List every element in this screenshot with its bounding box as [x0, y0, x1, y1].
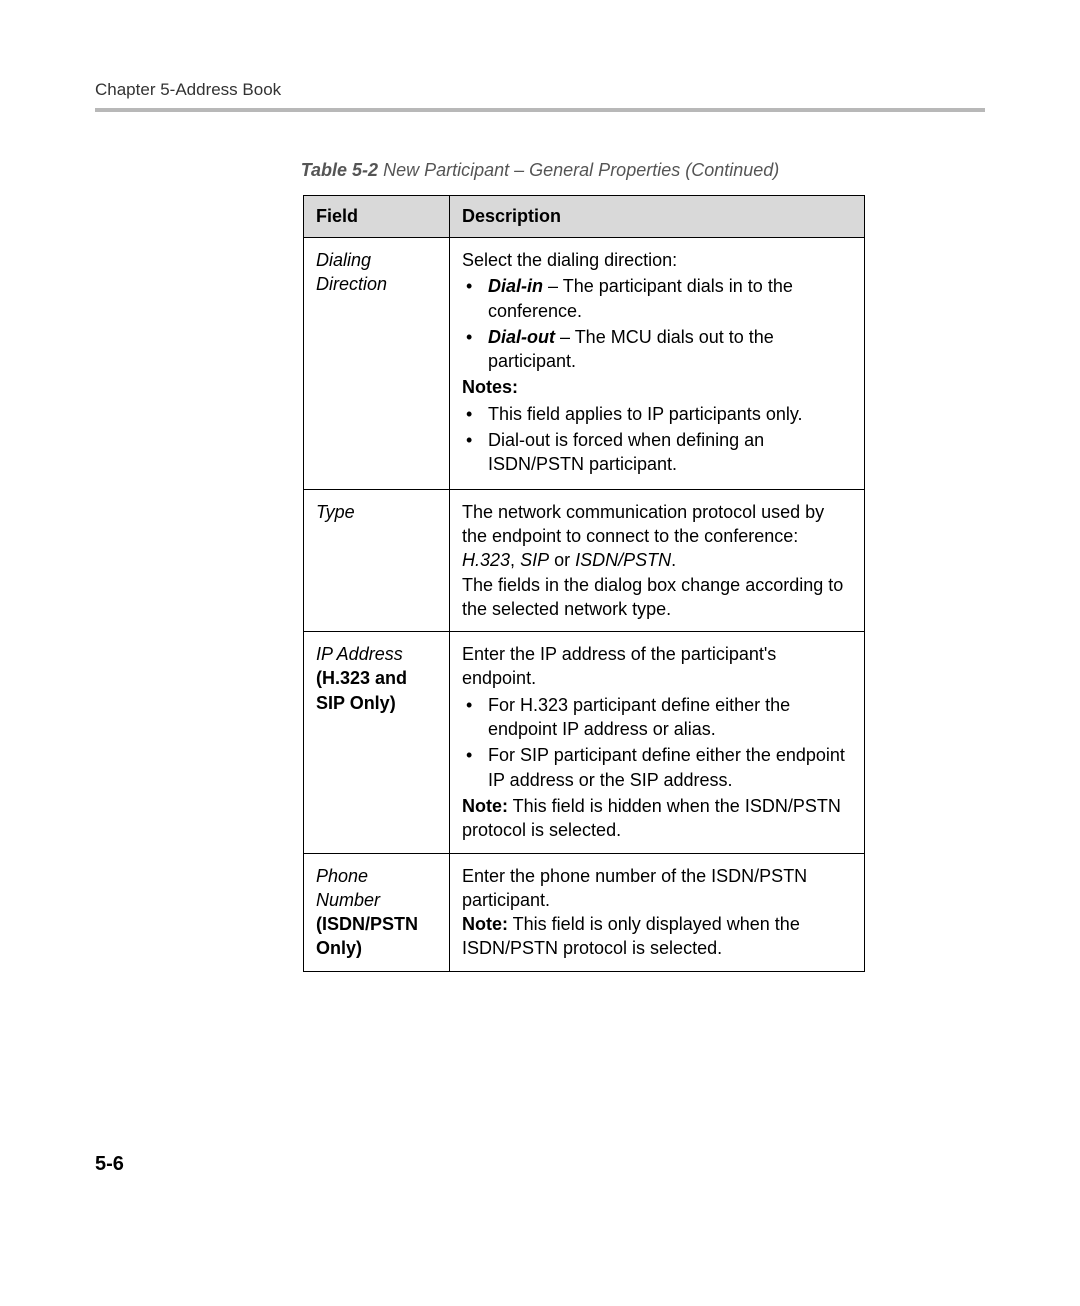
desc-intro: Select the dialing direction: — [462, 248, 852, 272]
desc-paragraph: The fields in the dialog box change acco… — [462, 573, 852, 622]
field-name-line: IP Address — [316, 642, 437, 666]
desc-note: Note: This field is hidden when the ISDN… — [462, 794, 852, 843]
bullet-list: Dial-in – The participant dials in to th… — [462, 274, 852, 373]
desc-paragraph: Enter the IP address of the participant'… — [462, 642, 852, 691]
field-cell: IP Address (H.323 and SIP Only) — [304, 632, 450, 853]
field-name-line: Phone Number — [316, 864, 437, 913]
table-row: Type The network communication protocol … — [304, 489, 865, 631]
table-row: IP Address (H.323 and SIP Only) Enter th… — [304, 632, 865, 853]
header-rule — [95, 108, 985, 112]
field-cell: Phone Number (ISDN/PSTN Only) — [304, 853, 450, 971]
list-item: Dial-out – The MCU dials out to the part… — [462, 325, 852, 374]
bullet-label: Dial-in — [488, 276, 543, 296]
desc-paragraph: Enter the phone number of the ISDN/PSTN … — [462, 864, 852, 913]
page-number: 5-6 — [95, 1153, 124, 1176]
properties-table: Field Description Dialing Direction Sele… — [303, 195, 865, 972]
field-name: Type — [316, 502, 355, 522]
description-cell: Enter the phone number of the ISDN/PSTN … — [450, 853, 865, 971]
header-field: Field — [304, 196, 450, 238]
table-row: Phone Number (ISDN/PSTN Only) Enter the … — [304, 853, 865, 971]
field-name-line: (H.323 and SIP Only) — [316, 666, 437, 715]
bullet-label: Dial-out — [488, 327, 555, 347]
list-item: For H.323 participant define either the … — [462, 693, 852, 742]
bullet-list: This field applies to IP participants on… — [462, 402, 852, 477]
list-item: For SIP participant define either the en… — [462, 743, 852, 792]
desc-paragraph: The network communication protocol used … — [462, 500, 852, 573]
field-name: Dialing Direction — [316, 250, 387, 294]
document-page: Chapter 5-Address Book Table 5-2 New Par… — [0, 0, 1080, 1306]
description-cell: Enter the IP address of the participant'… — [450, 632, 865, 853]
notes-label: Notes: — [462, 375, 852, 399]
list-item: This field applies to IP participants on… — [462, 402, 852, 426]
chapter-header: Chapter 5-Address Book — [95, 80, 985, 100]
table-caption: Table 5-2 New Participant – General Prop… — [95, 160, 985, 181]
bullet-list: For H.323 participant define either the … — [462, 693, 852, 792]
description-cell: Select the dialing direction: Dial-in – … — [450, 238, 865, 490]
list-item: Dial-in – The participant dials in to th… — [462, 274, 852, 323]
field-name-line: (ISDN/PSTN Only) — [316, 912, 437, 961]
list-item: Dial-out is forced when defining an ISDN… — [462, 428, 852, 477]
caption-label: Table 5-2 — [301, 160, 378, 180]
table-header-row: Field Description — [304, 196, 865, 238]
caption-title: New Participant – General Properties (Co… — [378, 160, 779, 180]
table-row: Dialing Direction Select the dialing dir… — [304, 238, 865, 490]
desc-note: Note: This field is only displayed when … — [462, 912, 852, 961]
description-cell: The network communication protocol used … — [450, 489, 865, 631]
field-cell: Dialing Direction — [304, 238, 450, 490]
field-cell: Type — [304, 489, 450, 631]
header-description: Description — [450, 196, 865, 238]
